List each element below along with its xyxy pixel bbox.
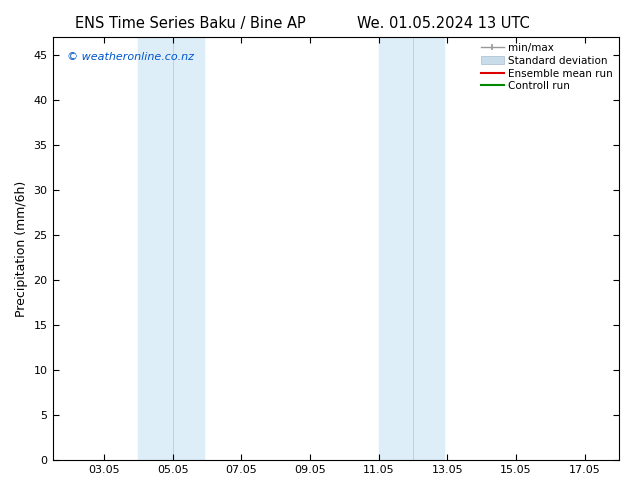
Bar: [378, 37, 444, 460]
Y-axis label: Precipitation (mm/6h): Precipitation (mm/6h): [15, 180, 28, 317]
Text: ENS Time Series Baku / Bine AP: ENS Time Series Baku / Bine AP: [75, 16, 306, 31]
Text: We. 01.05.2024 13 UTC: We. 01.05.2024 13 UTC: [358, 16, 530, 31]
Bar: [138, 37, 204, 460]
Legend: min/max, Standard deviation, Ensemble mean run, Controll run: min/max, Standard deviation, Ensemble me…: [478, 40, 616, 94]
Text: © weatheronline.co.nz: © weatheronline.co.nz: [67, 52, 194, 62]
